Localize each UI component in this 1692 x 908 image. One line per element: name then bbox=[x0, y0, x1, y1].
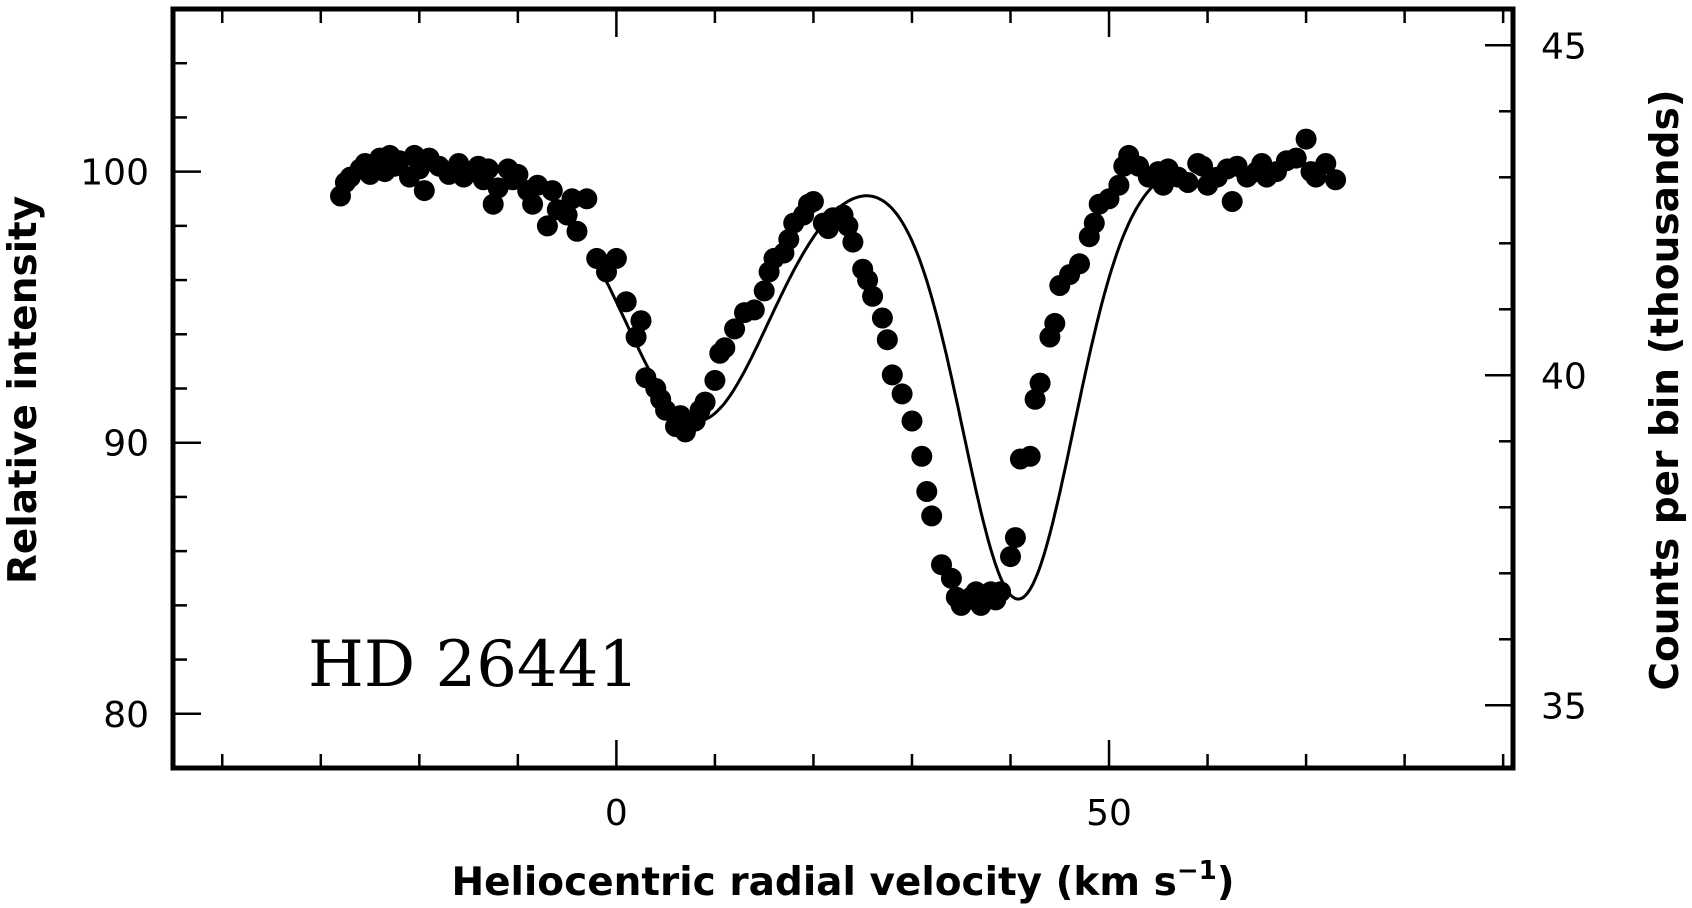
data-point bbox=[916, 481, 938, 502]
data-point bbox=[704, 369, 726, 391]
data-point bbox=[536, 215, 558, 237]
data-point bbox=[714, 337, 736, 359]
data-point bbox=[615, 291, 637, 313]
data-point bbox=[901, 410, 923, 432]
data-point bbox=[778, 228, 800, 250]
data-point bbox=[482, 193, 504, 215]
x-axis-title-close: ) bbox=[1217, 860, 1235, 905]
data-point bbox=[694, 391, 716, 413]
data-point bbox=[1044, 312, 1066, 334]
data-point bbox=[921, 505, 943, 527]
data-point bbox=[1192, 155, 1214, 177]
data-point bbox=[871, 307, 893, 329]
x-tick-label: 50 bbox=[1086, 793, 1132, 834]
data-point bbox=[1315, 153, 1337, 174]
data-point bbox=[541, 180, 563, 202]
data-point bbox=[522, 193, 544, 215]
y2-tick-label: 40 bbox=[1541, 356, 1587, 397]
data-points-layer bbox=[330, 128, 1347, 616]
data-point bbox=[1295, 128, 1317, 150]
data-point bbox=[413, 180, 435, 202]
y2-tick-label: 35 bbox=[1541, 686, 1587, 727]
data-point bbox=[1285, 147, 1307, 169]
data-point bbox=[1004, 527, 1026, 549]
data-point bbox=[911, 445, 933, 467]
data-point bbox=[1024, 388, 1046, 410]
data-point bbox=[862, 285, 884, 307]
data-point bbox=[1325, 169, 1347, 191]
data-point bbox=[743, 299, 765, 321]
data-point bbox=[802, 191, 824, 212]
data-point bbox=[566, 220, 588, 242]
axis-ticks bbox=[173, 7, 1513, 770]
data-point bbox=[477, 158, 499, 180]
y2-tick-label: 45 bbox=[1541, 26, 1587, 67]
data-point bbox=[1221, 191, 1243, 212]
data-point bbox=[1019, 445, 1041, 467]
y-tick-label: 90 bbox=[103, 424, 149, 465]
data-point bbox=[1000, 546, 1021, 568]
y2-axis-title: Counts per bin (thousands) bbox=[1643, 89, 1688, 690]
data-point bbox=[876, 329, 898, 351]
data-point bbox=[1083, 212, 1105, 234]
data-point bbox=[881, 364, 903, 386]
data-point bbox=[561, 188, 583, 210]
data-point bbox=[1108, 174, 1130, 196]
data-point bbox=[630, 310, 652, 332]
data-point bbox=[940, 567, 962, 589]
data-point bbox=[625, 326, 647, 348]
x-axis-title-superscript: −1 bbox=[1177, 856, 1217, 886]
data-point bbox=[753, 280, 775, 302]
x-axis-title-main: Heliocentric radial velocity (km s bbox=[451, 860, 1176, 905]
data-point bbox=[507, 163, 529, 185]
data-point bbox=[857, 269, 879, 291]
data-point bbox=[556, 204, 578, 226]
data-point bbox=[837, 215, 859, 237]
y-tick-label: 100 bbox=[80, 153, 149, 194]
star-name-annotation: HD 26441 bbox=[308, 628, 639, 702]
data-point bbox=[576, 188, 598, 210]
data-point bbox=[1069, 253, 1090, 275]
data-point bbox=[1177, 172, 1199, 193]
x-axis-title: Heliocentric radial velocity (km s−1) bbox=[451, 856, 1234, 905]
data-point bbox=[842, 231, 864, 253]
tick-labels-layer: 0 50 80 90 100 35 40 45 bbox=[80, 26, 1587, 834]
data-point bbox=[724, 318, 746, 340]
data-point bbox=[605, 247, 627, 269]
data-point bbox=[1029, 372, 1051, 394]
y-axis-title: Relative intensity bbox=[1, 196, 46, 584]
x-tick-label: 0 bbox=[605, 793, 628, 834]
data-point bbox=[990, 581, 1012, 603]
y-tick-label: 80 bbox=[103, 695, 149, 736]
data-point bbox=[891, 383, 913, 405]
